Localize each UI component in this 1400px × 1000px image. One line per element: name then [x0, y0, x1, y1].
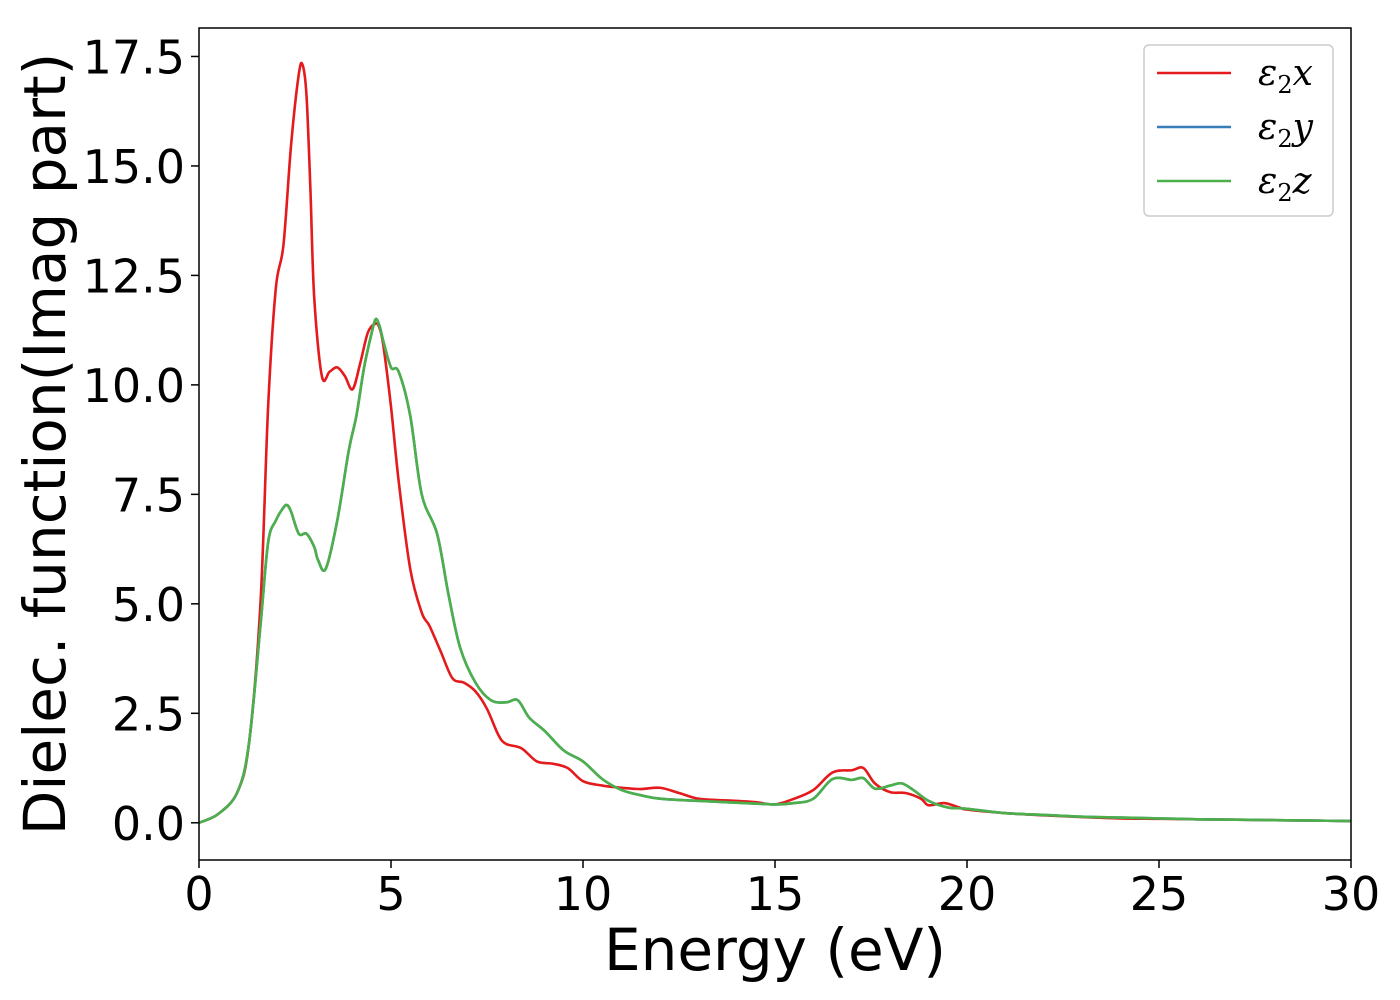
x-axis: 0 5 10 15 20 25 30 — [184, 860, 1380, 921]
y-tick-label: 12.5 — [83, 249, 185, 303]
y-tick-label: 5.0 — [112, 578, 185, 632]
y-tick-label: 2.5 — [112, 687, 185, 741]
legend-component: x — [1293, 53, 1313, 94]
y-tick-label: 7.5 — [112, 468, 185, 522]
x-axis-title: Energy (eV) — [604, 916, 946, 984]
legend-box — [1143, 44, 1334, 217]
legend-subscript: 2 — [1277, 179, 1292, 207]
series-line-x — [198, 61, 1352, 824]
y-tick-label: 10.0 — [83, 359, 185, 413]
y-tick-label: 17.5 — [83, 30, 185, 84]
legend-symbol: ε — [1258, 161, 1277, 202]
x-tick-label: 25 — [1130, 867, 1189, 921]
x-tick-label: 20 — [938, 867, 997, 921]
y-axis-title: Dielec. function(Imag part) — [11, 53, 79, 836]
x-tick-label: 0 — [184, 867, 213, 921]
legend-subscript: 2 — [1277, 71, 1292, 99]
legend-component: z — [1292, 161, 1313, 202]
y-tick-label: 15.0 — [83, 140, 185, 194]
y-tick-label: 0.0 — [112, 797, 185, 851]
legend-component: y — [1291, 107, 1314, 148]
series-line-z — [198, 317, 1352, 824]
legend-symbol: ε — [1258, 107, 1277, 148]
y-axis: 0.0 2.5 5.0 7.5 10.0 12.5 15.0 17.5 — [83, 30, 199, 851]
legend-label-z: ε2z — [1258, 161, 1313, 207]
x-tick-label: 5 — [376, 867, 405, 921]
x-tick-label: 15 — [746, 867, 805, 921]
series-line-y — [198, 317, 1352, 824]
legend-subscript: 2 — [1277, 125, 1292, 153]
x-tick-label: 30 — [1322, 867, 1381, 921]
series-layer — [198, 61, 1352, 824]
x-tick-label: 10 — [554, 867, 613, 921]
legend-label-x: ε2x — [1258, 53, 1313, 99]
legend-label-y: ε2y — [1258, 107, 1314, 153]
legend-symbol: ε — [1258, 53, 1277, 94]
